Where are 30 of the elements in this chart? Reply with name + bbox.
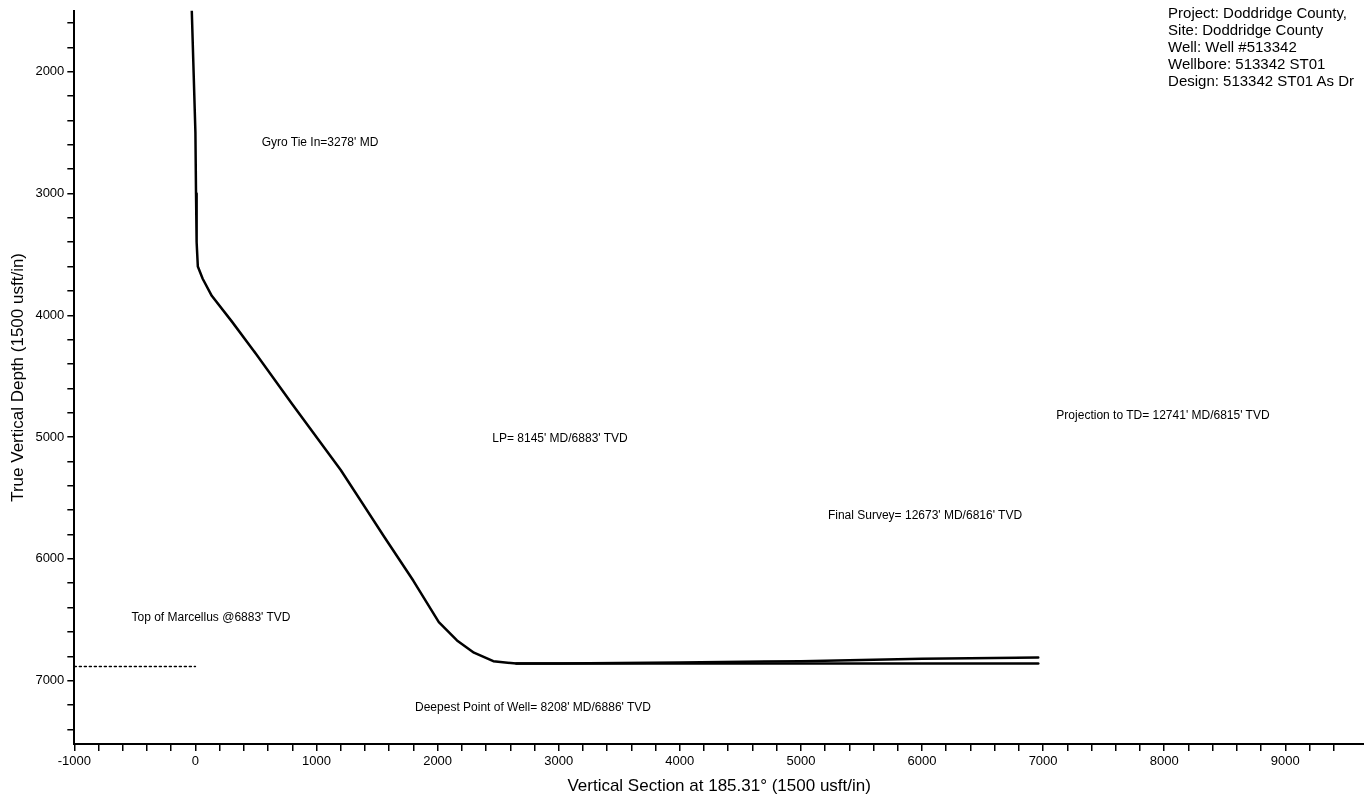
annotation: Well: Well #513342: [1168, 38, 1298, 55]
x-tick-label: -1000: [57, 753, 91, 769]
x-tick-label: 1000: [302, 753, 331, 769]
x-tick-label: 9000: [1270, 753, 1300, 769]
annotation: Final Survey= 12673' MD/6816' TVD: [827, 508, 1023, 522]
x-tick-label: 7000: [1028, 753, 1058, 769]
x-tick-label: 0: [191, 753, 200, 769]
y-tick-label: 5000: [35, 428, 65, 444]
x-tick-label: 2000: [423, 753, 453, 769]
annotation: Wellbore: 513342 ST01: [1168, 55, 1327, 72]
y-tick-label: 7000: [35, 672, 65, 688]
y-axis-title: True Vertical Depth (1500 usft/in): [7, 252, 27, 502]
annotation: Project: Doddridge County,: [1168, 4, 1349, 21]
x-tick-label: 6000: [907, 753, 937, 769]
x-axis-title: Vertical Section at 185.31° (1500 usft/in): [567, 776, 871, 796]
annotation: Design: 513342 ST01 As Dr: [1168, 72, 1354, 89]
y-tick-label: 2000: [35, 63, 65, 79]
annotation: Projection to TD= 12741' MD/6815' TVD: [1056, 408, 1270, 422]
x-tick-label: 8000: [1149, 753, 1179, 769]
annotation: LP= 8145' MD/6883' TVD: [492, 431, 628, 445]
annotation: Deepest Point of Well= 8208' MD/6886' TVD: [415, 700, 651, 714]
annotation: Gyro Tie In=3278' MD: [261, 135, 379, 149]
y-tick-label: 4000: [35, 306, 65, 322]
x-tick-label: 5000: [786, 753, 816, 769]
annotation: Top of Marcellus @6883' TVD: [131, 610, 291, 624]
annotation: Site: Doddridge County: [1168, 21, 1325, 38]
y-tick-label: 6000: [35, 550, 65, 566]
y-tick-label: 3000: [35, 185, 65, 201]
x-tick-label: 3000: [544, 753, 574, 769]
x-tick-label: 4000: [665, 753, 695, 769]
